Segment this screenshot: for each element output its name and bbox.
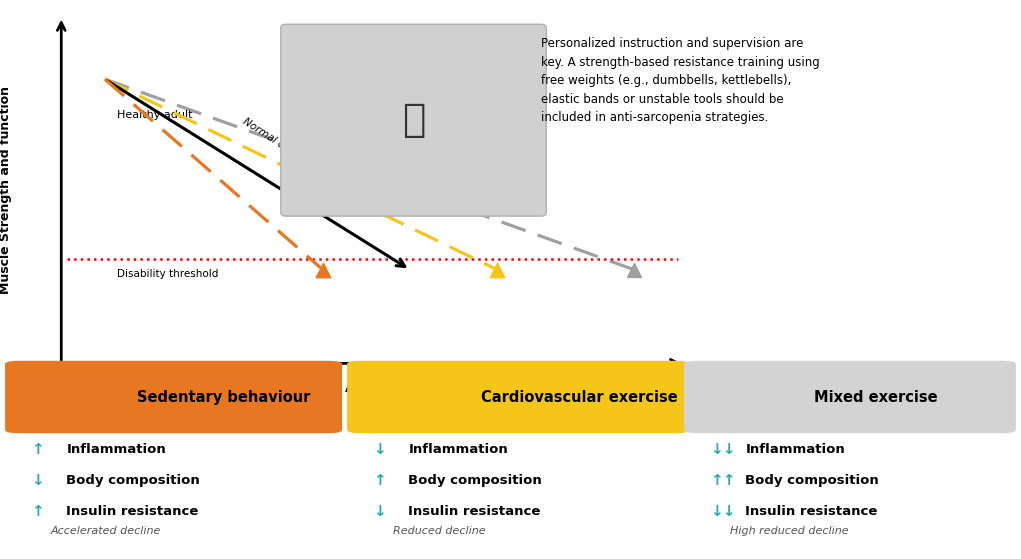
Point [489, 266, 505, 274]
Text: Body composition: Body composition [66, 474, 200, 487]
FancyBboxPatch shape [347, 361, 689, 433]
Text: Age: Age [345, 381, 376, 395]
Text: Normal decline: Normal decline [241, 116, 311, 168]
FancyBboxPatch shape [281, 24, 546, 216]
Text: 🏋: 🏋 [402, 101, 425, 139]
Text: Inflammation: Inflammation [66, 443, 166, 456]
Text: Cardiovascular exercise: Cardiovascular exercise [481, 390, 678, 405]
Text: ↓: ↓ [31, 473, 43, 488]
Text: Reduced decline: Reduced decline [393, 526, 486, 536]
Text: ↓: ↓ [373, 504, 385, 519]
Text: Mixed exercise: Mixed exercise [814, 390, 937, 405]
FancyBboxPatch shape [684, 361, 1016, 433]
Text: Body composition: Body composition [408, 474, 542, 487]
Point [626, 266, 642, 274]
Text: Personalized instruction and supervision are
key. A strength-based resistance tr: Personalized instruction and supervision… [541, 37, 820, 124]
Text: ↑: ↑ [31, 442, 43, 457]
Text: Insulin resistance: Insulin resistance [745, 505, 878, 518]
Text: ↓↓: ↓↓ [710, 442, 735, 457]
Text: ↓: ↓ [373, 442, 385, 457]
Text: ↑: ↑ [373, 473, 385, 488]
Text: Inflammation: Inflammation [745, 443, 845, 456]
Point [314, 266, 331, 274]
Text: Insulin resistance: Insulin resistance [66, 505, 199, 518]
Text: Accelerated decline: Accelerated decline [51, 526, 161, 536]
Text: Insulin resistance: Insulin resistance [408, 505, 541, 518]
Text: ↑↑: ↑↑ [710, 473, 735, 488]
FancyBboxPatch shape [5, 361, 342, 433]
Text: ↑: ↑ [31, 504, 43, 519]
Text: Healthy adult: Healthy adult [117, 110, 193, 120]
Text: Muscle Strength and function: Muscle Strength and function [0, 86, 11, 294]
Text: ↓↓: ↓↓ [710, 504, 735, 519]
Text: Disability threshold: Disability threshold [117, 269, 218, 279]
Text: Body composition: Body composition [745, 474, 879, 487]
Text: Inflammation: Inflammation [408, 443, 508, 456]
Text: Sedentary behaviour: Sedentary behaviour [137, 390, 310, 405]
Text: High reduced decline: High reduced decline [730, 526, 848, 536]
